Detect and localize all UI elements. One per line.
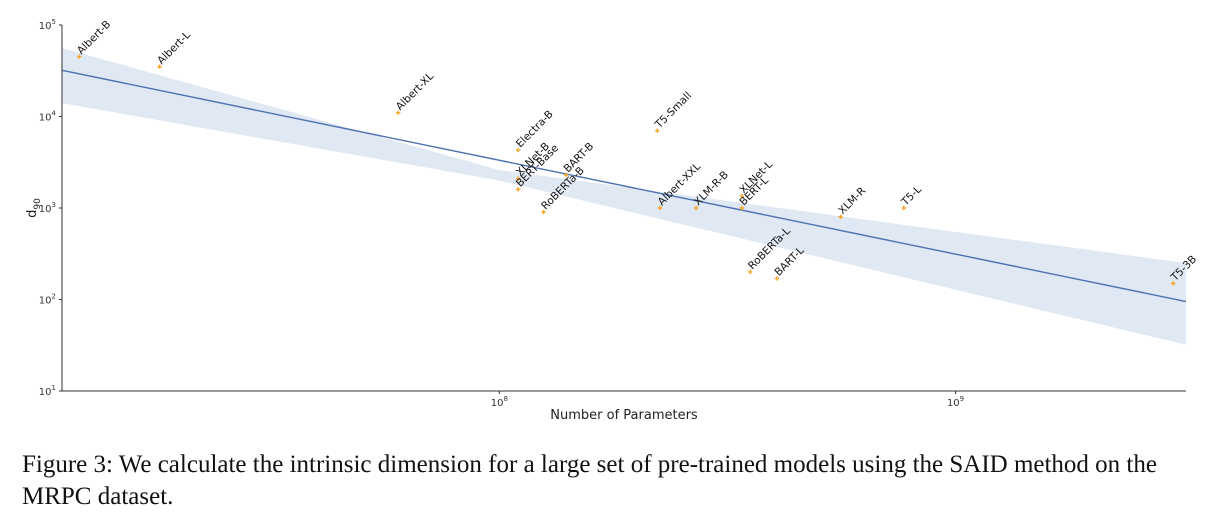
y-tick-label: 104 bbox=[39, 110, 57, 124]
data-point-label: Albert-XL bbox=[394, 70, 437, 113]
tick-base: 10 bbox=[947, 398, 960, 409]
data-point-marker bbox=[563, 172, 569, 178]
data-point-label: Electra-B bbox=[514, 108, 556, 150]
data-point-marker bbox=[693, 205, 699, 211]
data-point-marker bbox=[541, 209, 546, 215]
tick-exponent: 8 bbox=[503, 395, 507, 403]
y-axis-label-base: d bbox=[25, 210, 40, 218]
data-point-label: Albert-L bbox=[155, 29, 193, 67]
data-point-marker bbox=[657, 205, 663, 211]
data-point-marker bbox=[516, 187, 521, 192]
data-point-marker bbox=[838, 214, 843, 220]
data-point-marker bbox=[1171, 281, 1176, 286]
y-tick-label: 101 bbox=[39, 384, 56, 398]
y-axis-label: d90 bbox=[25, 198, 43, 218]
data-point-marker bbox=[739, 205, 744, 211]
confidence-band bbox=[62, 48, 1186, 345]
figure-caption: Figure 3: We calculate the intrinsic dim… bbox=[22, 451, 1157, 510]
data-point-marker bbox=[157, 64, 162, 69]
data-point-marker bbox=[77, 54, 82, 59]
data-point-label: T5-Small bbox=[652, 90, 694, 132]
tick-base: 10 bbox=[39, 204, 52, 215]
tick-exponent: 2 bbox=[52, 293, 56, 301]
data-point-label: XLM-R bbox=[836, 185, 868, 217]
tick-base: 10 bbox=[39, 21, 52, 32]
y-tick-label: 105 bbox=[39, 18, 56, 32]
tick-base: 10 bbox=[39, 387, 52, 398]
data-point-marker bbox=[774, 276, 780, 281]
confidence-band-layer bbox=[62, 48, 1186, 345]
data-point-marker bbox=[395, 110, 401, 115]
x-axis-label: Number of Parameters bbox=[550, 408, 698, 423]
tick-exponent: 3 bbox=[52, 201, 56, 209]
data-point-marker bbox=[655, 128, 660, 133]
data-point-label: Albert-B bbox=[75, 18, 113, 56]
tick-exponent: 1 bbox=[52, 384, 56, 392]
tick-base: 10 bbox=[39, 113, 52, 124]
data-point-marker bbox=[901, 205, 906, 211]
y-axis-label-subscript: 90 bbox=[33, 198, 43, 210]
x-tick-label: 108 bbox=[491, 395, 508, 409]
fit-line-layer bbox=[61, 69, 1187, 303]
tick-base: 10 bbox=[39, 296, 52, 307]
data-point-marker bbox=[739, 193, 744, 199]
data-point-marker bbox=[516, 176, 521, 181]
data-point-marker bbox=[516, 147, 521, 153]
y-tick-label: 103 bbox=[39, 201, 56, 215]
y-tick-label: 102 bbox=[39, 293, 56, 307]
tick-exponent: 4 bbox=[52, 110, 57, 118]
x-tick-label: 109 bbox=[947, 395, 964, 409]
data-point-marker bbox=[748, 269, 753, 275]
tick-base: 10 bbox=[491, 398, 504, 409]
data-point-label: T5-L bbox=[899, 183, 924, 208]
tick-exponent: 9 bbox=[960, 395, 964, 403]
regression-line bbox=[61, 69, 1187, 303]
tick-exponent: 5 bbox=[52, 18, 56, 26]
